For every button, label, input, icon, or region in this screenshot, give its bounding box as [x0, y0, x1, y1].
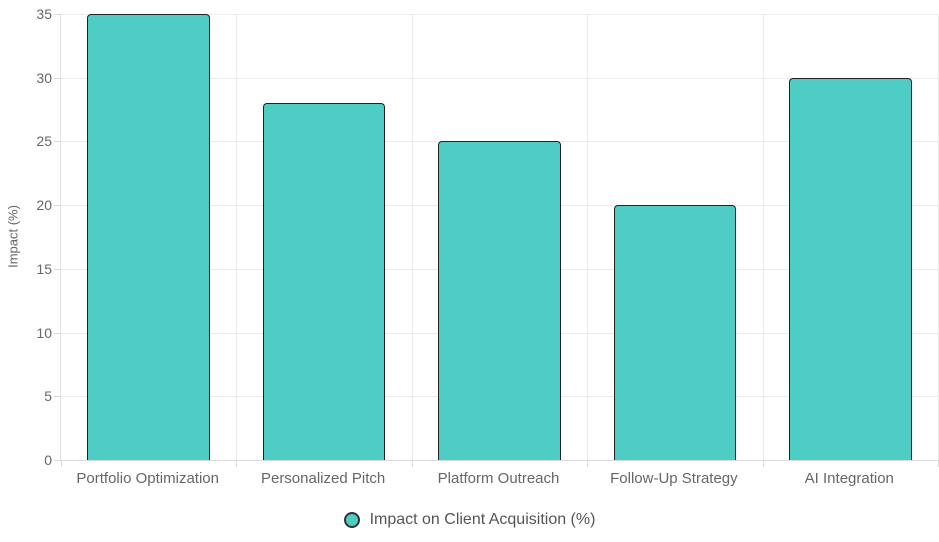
h-gridline — [61, 14, 938, 15]
legend-label: Impact on Client Acquisition (%) — [369, 511, 596, 528]
y-tick-mark — [54, 396, 61, 398]
v-gridline — [411, 14, 413, 460]
y-tick-label: 35 — [36, 6, 52, 22]
y-tick-label: 30 — [36, 69, 52, 86]
y-tick-label: 10 — [36, 324, 52, 341]
y-tick-mark — [54, 14, 61, 15]
y-tick-mark — [54, 77, 61, 79]
bar-portfolio-optimization[interactable] — [87, 14, 211, 460]
x-axis-label: Follow-Up Strategy — [610, 470, 738, 487]
y-tick-mark — [54, 268, 61, 270]
x-axis-label: Personalized Pitch — [260, 470, 386, 487]
x-tick-mark — [236, 460, 238, 467]
x-tick-mark — [587, 460, 589, 467]
y-tick-label: 15 — [36, 260, 52, 277]
x-tick-mark — [762, 460, 764, 467]
y-tick-mark — [54, 205, 61, 207]
x-axis-label: AI Integration — [804, 470, 894, 487]
y-tick-label: 20 — [36, 197, 52, 214]
h-gridline — [61, 77, 938, 79]
y-tick-mark — [54, 141, 61, 143]
bar-follow-up-strategy[interactable] — [613, 205, 737, 460]
v-gridline — [587, 14, 589, 460]
v-gridline — [236, 14, 238, 460]
x-axis-label: Platform Outreach — [437, 470, 560, 487]
v-gridline — [762, 14, 764, 460]
y-tick-mark — [54, 460, 61, 461]
y-tick-label: 0 — [44, 452, 52, 468]
legend-circle-icon — [343, 512, 360, 528]
plot-area — [54, 14, 939, 467]
bar-platform-outreach[interactable] — [438, 141, 561, 460]
y-tick-mark — [54, 332, 61, 334]
x-axis-label: Portfolio Optimization — [76, 470, 219, 487]
y-tick-label: 25 — [36, 133, 52, 150]
x-tick-mark — [411, 460, 413, 467]
bar-personalized-pitch[interactable] — [262, 103, 386, 460]
bar-ai-integration[interactable] — [788, 77, 912, 460]
legend[interactable]: Impact on Client Acquisition (%) — [0, 511, 939, 529]
x-tick-mark — [61, 460, 62, 467]
y-tick-label: 5 — [44, 388, 52, 405]
